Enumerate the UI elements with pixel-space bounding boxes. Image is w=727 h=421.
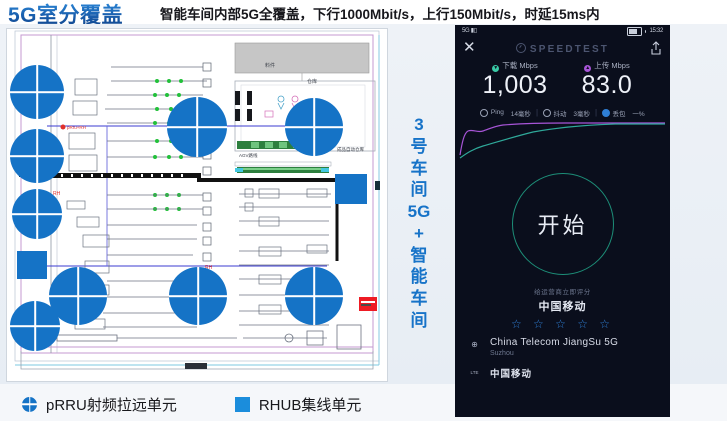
svg-text:料件: 料件 xyxy=(265,62,275,69)
speed-graph-svg xyxy=(455,119,670,161)
phone-screenshot: 5G ▮▯ 15:32 ✕ SPEEDTEST ▼ 下载 Mbps 1,003 xyxy=(455,25,670,417)
speed-metrics: ▼ 下载 Mbps 1,003 ▲ 上传 Mbps 83.0 xyxy=(455,60,670,106)
connection-carrier: 中国移动 xyxy=(490,368,533,380)
vcap-char: 能 xyxy=(410,267,428,287)
prru-node[interactable] xyxy=(10,65,64,119)
svg-text:仓库: 仓库 xyxy=(307,78,317,85)
phone-main-body: 开始 给运营商立即评分 中国移动 ☆ ☆ ☆ ☆ ☆ ⊕ China Telec… xyxy=(455,161,670,383)
vcap-char: 间 xyxy=(410,310,428,330)
detail-separator: | xyxy=(535,108,539,117)
start-test-button[interactable]: 开始 xyxy=(511,173,614,275)
legend-item-rhub: RHUB集线单元 xyxy=(234,394,362,415)
vcap-char: 号 xyxy=(410,136,428,156)
rhub-marker-icon xyxy=(234,396,250,412)
floorplan-cad-drawing: PRU-0008 pRru+RH RH RH RH RH xyxy=(7,29,387,381)
ping-detail: Ping 14毫秒 xyxy=(480,108,531,118)
close-icon[interactable]: ✕ xyxy=(463,39,476,56)
detail-separator: | xyxy=(594,108,598,117)
loss-icon xyxy=(602,108,611,117)
upload-label: ▲ 上传 Mbps xyxy=(584,61,630,72)
download-label: ▼ 下载 Mbps xyxy=(492,61,538,72)
carrier-rating: 给运营商立即评分 中国移动 ☆ ☆ ☆ ☆ ☆ xyxy=(455,286,670,331)
prru-node[interactable] xyxy=(167,97,227,157)
battery-cap-icon xyxy=(644,30,647,33)
speed-graph xyxy=(455,119,670,161)
page-title: 5G室分覆盖 xyxy=(8,0,123,29)
share-icon[interactable] xyxy=(650,41,662,55)
vcap-char: 间 xyxy=(410,180,428,200)
ping-icon xyxy=(480,108,489,117)
network-type-icon: LTE xyxy=(470,370,479,375)
phone-status-bar: 5G ▮▯ 15:32 xyxy=(455,25,670,38)
upload-curve xyxy=(459,122,665,156)
svg-text:RH: RH xyxy=(53,191,61,197)
prru-node[interactable] xyxy=(285,98,343,156)
legend-item-prru: pRRU射频拉远单元 xyxy=(22,394,177,415)
globe-icon: ⊕ xyxy=(471,340,478,349)
download-arrow-icon: ▼ xyxy=(492,65,500,72)
server-city: Suzhou xyxy=(490,350,514,357)
factory-floorplan: PRU-0008 pRru+RH RH RH RH RH xyxy=(6,28,388,382)
signal-icon: 5G ▮▯ xyxy=(462,28,477,34)
download-metric: ▼ 下载 Mbps 1,003 xyxy=(473,60,557,99)
legend: pRRU射频拉远单元 RHUB集线单元 xyxy=(0,387,450,421)
legend-label: pRRU射频拉远单元 xyxy=(46,396,177,414)
status-time: 15:32 xyxy=(649,28,663,34)
vcap-char: 智 xyxy=(410,245,428,265)
app-top-bar: ✕ SPEEDTEST xyxy=(455,38,670,60)
svg-text:RH: RH xyxy=(205,265,213,271)
connection-row[interactable]: LTE 中国移动 xyxy=(467,365,532,380)
page-subtitle: 智能车间内部5G全覆盖，下行1000Mbit/s，上行150Mbit/s，时延1… xyxy=(160,7,600,22)
prru-marker-icon xyxy=(22,396,37,412)
vcap-char: 车 xyxy=(410,158,428,178)
vcap-char: 5G xyxy=(407,202,431,221)
jitter-icon xyxy=(543,108,552,117)
brand-text: SPEEDTEST xyxy=(529,44,610,55)
svg-text:pRru+RH: pRru+RH xyxy=(67,125,86,130)
svg-text:成品自动仓库: 成品自动仓库 xyxy=(337,146,364,153)
vcap-char: 3 xyxy=(414,115,424,134)
jitter-detail: 抖动 3毫秒 xyxy=(543,108,590,118)
prru-node[interactable] xyxy=(169,267,227,325)
rhub-node[interactable] xyxy=(335,174,367,204)
connection-details: Ping 14毫秒 | 抖动 3毫秒 | 丢包 一% xyxy=(455,106,670,119)
speedtest-logo-icon xyxy=(515,43,526,53)
vertical-caption: 3 号 车 间 5G + 智 能 车 间 xyxy=(398,114,440,332)
svg-text:AGV路线: AGV路线 xyxy=(239,152,258,159)
vcap-char: + xyxy=(414,223,424,243)
upload-arrow-icon: ▲ xyxy=(584,65,592,72)
status-left: 5G ▮▯ xyxy=(462,27,477,36)
loss-detail: 丢包 一% xyxy=(602,108,645,118)
rating-question: 给运营商立即评分 xyxy=(534,289,591,296)
rating-stars[interactable]: ☆ ☆ ☆ ☆ ☆ xyxy=(510,317,615,331)
prru-node[interactable] xyxy=(10,129,64,183)
download-value: 1,003 xyxy=(482,71,548,99)
upload-value: 83.0 xyxy=(581,71,633,99)
battery-icon xyxy=(626,27,642,36)
app-brand-title: SPEEDTEST xyxy=(455,43,670,55)
server-name: China Telecom JiangSu 5G xyxy=(490,337,619,348)
server-row[interactable]: ⊕ China Telecom JiangSu 5G Suzhou xyxy=(467,337,618,359)
upload-metric: ▲ 上传 Mbps 83.0 xyxy=(565,60,649,99)
prru-node[interactable] xyxy=(49,267,107,325)
slide-header: 5G室分覆盖 智能车间内部5G全覆盖，下行1000Mbit/s，上行150Mbi… xyxy=(0,0,727,27)
prru-node[interactable] xyxy=(12,189,62,239)
download-curve xyxy=(459,123,665,159)
rating-carrier-name: 中国移动 xyxy=(538,301,587,313)
status-right: 15:32 xyxy=(626,27,663,36)
server-info: China Telecom JiangSu 5G Suzhou xyxy=(490,337,618,359)
rhub-node[interactable] xyxy=(17,251,47,279)
prru-node[interactable] xyxy=(285,267,343,325)
legend-label: RHUB集线单元 xyxy=(258,396,362,414)
vcap-char: 车 xyxy=(410,289,428,308)
